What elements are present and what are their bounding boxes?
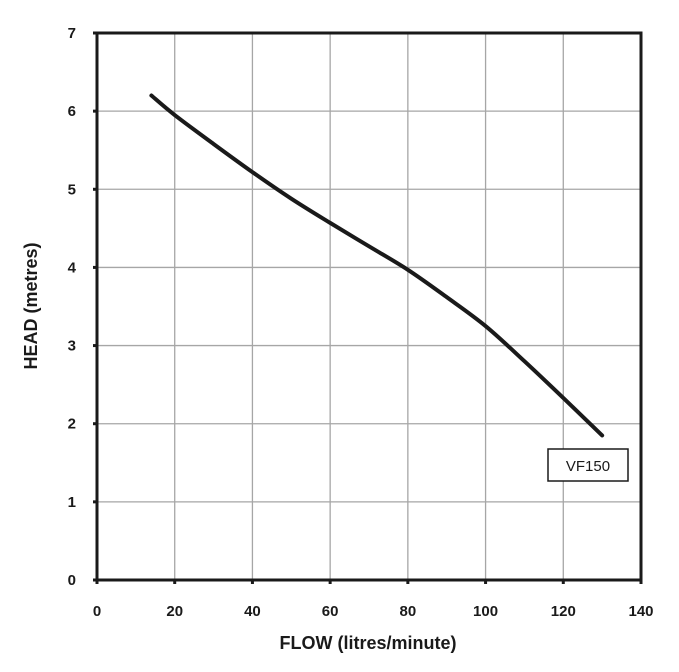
x-tick-label: 100 (473, 603, 498, 620)
x-tick-label: 80 (400, 603, 417, 620)
x-tick-label: 40 (244, 603, 261, 620)
y-tick-label: 1 (68, 494, 76, 511)
y-tick-label: 6 (68, 103, 76, 120)
grid (97, 33, 641, 580)
y-tick-label: 4 (68, 259, 77, 276)
x-axis-ticks: 0 20 40 60 80 100 120 140 (93, 580, 654, 620)
series-layer (149, 93, 605, 438)
x-axis-title: FLOW (litres/minute) (280, 633, 457, 653)
y-tick-label: 7 (68, 25, 76, 42)
plot-frame (95, 31, 643, 582)
plot-border (95, 31, 643, 582)
x-tick-label: 60 (322, 603, 339, 620)
series-line-vf150 (149, 93, 605, 438)
y-axis-ticks: 0 1 2 3 4 5 6 7 (68, 25, 97, 589)
series-label: VF150 (566, 458, 610, 475)
y-tick-label: 0 (68, 572, 76, 589)
y-tick-label: 2 (68, 416, 76, 433)
series-label-box: VF150 (547, 448, 629, 482)
y-tick-label: 5 (68, 181, 76, 198)
x-tick-label: 140 (628, 603, 653, 620)
y-axis-title: HEAD (metres) (21, 242, 41, 369)
x-tick-label: 20 (166, 603, 183, 620)
series-label-frame (547, 448, 629, 482)
x-tick-label: 0 (93, 603, 101, 620)
x-tick-label: 120 (551, 603, 576, 620)
y-tick-label: 3 (68, 338, 76, 355)
